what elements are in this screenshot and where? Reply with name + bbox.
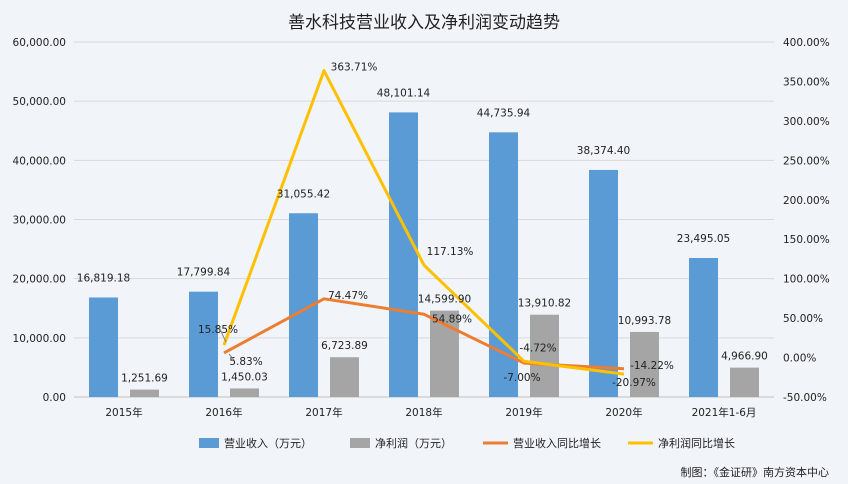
right-tick-label: 50.00% [783, 313, 823, 325]
bar [589, 169, 618, 397]
chart-title: 善水科技营业收入及净利润变动趋势 [288, 13, 560, 33]
legend-label: 净利润同比增长 [658, 436, 735, 450]
right-tick-label: 100.00% [783, 274, 830, 286]
legend-label: 营业收入同比增长 [513, 436, 601, 450]
bar-value-label: 4,966.90 [721, 351, 768, 363]
bar-value-label: 16,819.18 [77, 272, 130, 284]
bar [630, 331, 659, 397]
left-axis: 0.00 10,000.00 20,000.00 30,000.00 40,000.00… [13, 37, 66, 404]
line-value-label: -20.97% [612, 377, 656, 389]
bar-value-label: 38,374.40 [577, 145, 630, 157]
line-value-label: 15.85% [198, 324, 238, 336]
leader-line [218, 326, 227, 343]
legend: 营业收入（万元） 净利润（万元） 营业收入同比增长 净利润同比增长 [199, 436, 735, 450]
line-value-label: 54.89% [432, 313, 472, 325]
left-tick-label: 20,000.00 [13, 274, 66, 286]
series-line [222, 69, 625, 376]
bar-value-label: 23,495.05 [677, 233, 730, 245]
left-tick-label: 40,000.00 [13, 155, 66, 167]
data-labels: 16,819.18 17,799.84 31,055.42 48,101.14 44,7… [77, 62, 768, 389]
x-tick-label: 2018年 [405, 406, 442, 419]
x-tick-label: 2016年 [205, 406, 242, 419]
leader-line [228, 353, 235, 361]
line-value-label: 363.71% [331, 62, 378, 74]
bar [389, 112, 418, 398]
x-tick-label: 2020年 [605, 406, 642, 419]
bar-value-label: 14,599.90 [418, 294, 471, 306]
legend-label: 营业收入（万元） [224, 436, 312, 450]
line-value-label: -4.72% [519, 342, 556, 354]
bar-value-label: 13,910.82 [518, 298, 571, 310]
right-tick-label: 200.00% [783, 195, 830, 207]
left-tick-label: 60,000.00 [13, 37, 66, 49]
bar [330, 357, 359, 397]
bar-value-label: 17,799.84 [177, 267, 231, 279]
right-tick-label: 0.00% [783, 353, 816, 365]
credit-text: 制图：《金证研》南方资本中心 [681, 465, 830, 479]
bar [189, 291, 218, 397]
line-value-label: 74.47% [328, 290, 368, 302]
bar [89, 297, 118, 397]
bar-value-label: 44,735.94 [477, 107, 531, 119]
bar-value-label: 6,723.89 [321, 340, 368, 352]
legend-label: 净利润（万元） [375, 436, 452, 450]
legend-swatch [199, 438, 219, 448]
bar-value-label: 1,251.69 [121, 373, 168, 385]
right-axis: -50.00% 0.00% 50.00% 100.00% 150.00% 200.00% 2… [783, 37, 830, 404]
bar-value-label: 48,101.14 [377, 87, 431, 99]
bar [730, 367, 759, 397]
x-tick-label: 2019年 [505, 406, 542, 419]
right-tick-label: 300.00% [783, 116, 830, 128]
bar [530, 314, 559, 397]
line-value-label: -7.00% [503, 372, 540, 384]
bar-series [89, 112, 759, 398]
x-tick-label: 2021年1-6月 [692, 406, 757, 419]
bar [230, 388, 259, 397]
x-tick-label: 2015年 [105, 406, 142, 419]
right-tick-label: 250.00% [783, 155, 830, 167]
bar [130, 389, 159, 397]
left-tick-label: 10,000.00 [13, 333, 66, 345]
left-tick-label: 30,000.00 [13, 215, 66, 227]
right-tick-label: 350.00% [783, 76, 830, 88]
line-value-label: 5.83% [229, 356, 262, 368]
line-value-label: 117.13% [427, 246, 474, 258]
bar [689, 257, 718, 397]
x-axis: 2015年 2016年 2017年 2018年 2019年 2020年 2021年1-6月 [105, 406, 756, 419]
line-series [222, 69, 625, 376]
x-tick-label: 2017年 [305, 406, 342, 419]
line-value-label: -14.22% [630, 360, 674, 372]
right-tick-label: 400.00% [783, 37, 830, 49]
right-tick-label: -50.00% [783, 392, 827, 404]
bar-value-label: 1,450.03 [221, 371, 268, 383]
bar-value-label: 31,055.42 [277, 188, 330, 200]
left-tick-label: 0.00 [43, 392, 66, 404]
right-tick-label: 150.00% [783, 234, 830, 246]
left-tick-label: 50,000.00 [13, 96, 66, 108]
legend-swatch [350, 438, 370, 448]
bar-value-label: 10,993.78 [618, 315, 671, 327]
